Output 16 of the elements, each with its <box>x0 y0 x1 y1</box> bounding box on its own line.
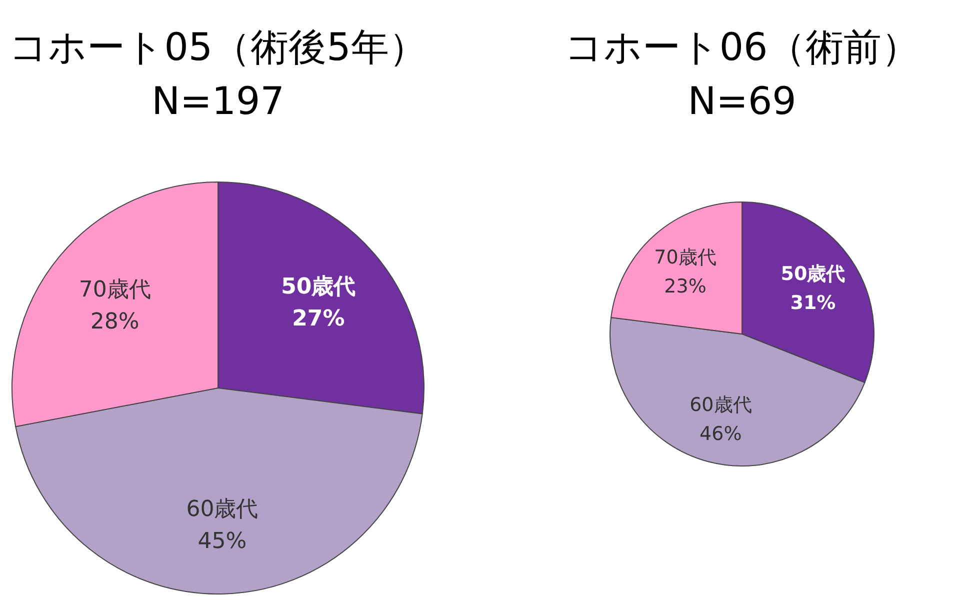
slice-label: 50歳代 <box>281 274 356 300</box>
chart-subtitle: N=69 <box>688 79 796 123</box>
data-label: 45% <box>198 528 247 554</box>
slice-label: 50歳代 <box>780 262 846 285</box>
data-label: 23% <box>664 276 706 298</box>
slice-label: 70歳代 <box>654 246 716 269</box>
chart-title: コホート06（術前） <box>564 25 920 69</box>
data-label: 46% <box>700 423 742 446</box>
data-label: 28% <box>90 310 140 335</box>
data-label: 31% <box>790 292 836 314</box>
slice-label: 60歳代 <box>690 394 752 416</box>
chart-title: コホート05（術後5年） <box>9 25 427 69</box>
data-label: 27% <box>292 306 345 332</box>
slice-label: 60歳代 <box>186 496 258 522</box>
chart-subtitle: N=197 <box>152 79 284 123</box>
slice-label: 70歳代 <box>78 278 151 303</box>
